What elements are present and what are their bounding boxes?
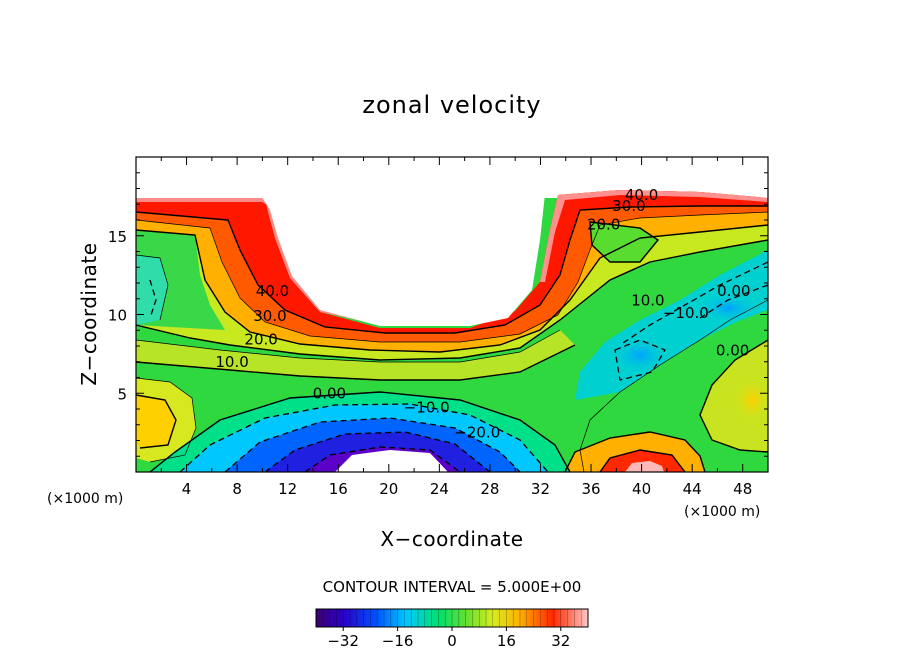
x-tick-label: 44 bbox=[683, 480, 702, 498]
x-tick-label: 48 bbox=[733, 480, 752, 498]
colorbar-tick-label: 0 bbox=[447, 632, 457, 650]
x-tick-label: 4 bbox=[182, 480, 192, 498]
band-jet-top-right bbox=[540, 190, 768, 282]
x-tick-label: 20 bbox=[379, 480, 398, 498]
contour-label: 0.00 bbox=[313, 384, 346, 402]
clear-top bbox=[136, 157, 768, 326]
contour-label: 30.0 bbox=[612, 197, 645, 215]
x-tick-label: 12 bbox=[278, 480, 297, 498]
y-axis-label: Z−coordinate bbox=[77, 242, 101, 385]
colorbar-tick-label: 32 bbox=[551, 632, 570, 650]
chart-title: zonal velocity bbox=[362, 91, 541, 119]
contour-label: 30.0 bbox=[253, 307, 286, 325]
contour-interval-text: CONTOUR INTERVAL = 5.000E+00 bbox=[323, 578, 582, 596]
band-40 bbox=[136, 190, 768, 333]
x-unit-right: (×1000 m) bbox=[684, 504, 760, 520]
mid-cyan-core bbox=[610, 335, 670, 375]
contour-label: 10.0 bbox=[215, 353, 248, 371]
colorbar-divisions bbox=[322, 609, 582, 627]
contour-lines-thin bbox=[136, 211, 768, 472]
left-yellow-core bbox=[136, 395, 176, 448]
x-tick-label: 8 bbox=[232, 480, 242, 498]
y-tick-label: 5 bbox=[117, 385, 127, 403]
colorbar-tick-label: −32 bbox=[327, 632, 359, 650]
x-tick-label: 16 bbox=[329, 480, 348, 498]
x-axis-ticks: 4 8 12 16 20 24 28 32 36 40 44 48 bbox=[160, 157, 752, 498]
y-tick-label: 15 bbox=[108, 228, 127, 246]
right-lower-yellow-core bbox=[730, 374, 768, 426]
left-cyan bbox=[136, 255, 168, 325]
contour-label: −10.0 bbox=[404, 398, 450, 416]
y-axis-ticks: 5 10 15 bbox=[108, 172, 768, 457]
colorbar-tick-label: 16 bbox=[497, 632, 516, 650]
colorbar-tick-label: −16 bbox=[382, 632, 414, 650]
contour-label: 40.0 bbox=[625, 186, 658, 204]
x-unit-left: (×1000 m) bbox=[47, 491, 123, 507]
y-tick-label: 10 bbox=[108, 307, 127, 325]
x-tick-label: 36 bbox=[581, 480, 600, 498]
clear-bottom bbox=[335, 450, 448, 472]
right-cyan-core bbox=[694, 292, 762, 324]
x-axis-label: X−coordinate bbox=[380, 527, 523, 551]
right-upper-green bbox=[590, 222, 658, 262]
contour-lines-dashed bbox=[149, 261, 768, 472]
x-tick-label: 24 bbox=[430, 480, 449, 498]
mid-yellow bbox=[136, 330, 575, 380]
colorbar-ticks: −32 −16 0 16 32 bbox=[327, 627, 570, 650]
contour-label: 20.0 bbox=[244, 331, 277, 349]
contour-label: −20.0 bbox=[454, 424, 500, 442]
bottom-right-core bbox=[625, 461, 664, 472]
contour-label: 10.0 bbox=[631, 291, 664, 309]
x-tick-label: 32 bbox=[531, 480, 550, 498]
contour-label: 0.00 bbox=[717, 282, 750, 300]
contour-labels: 40.030.020.010.00.00−10.0−20.040.030.020… bbox=[215, 186, 750, 442]
x-tick-label: 28 bbox=[480, 480, 499, 498]
contour-field bbox=[136, 157, 768, 472]
contour-label: 40.0 bbox=[256, 282, 289, 300]
x-tick-label: 40 bbox=[632, 480, 651, 498]
contour-label: 20.0 bbox=[587, 216, 620, 234]
contour-label: 0.00 bbox=[716, 342, 749, 360]
contour-label: −10.0 bbox=[663, 304, 709, 322]
